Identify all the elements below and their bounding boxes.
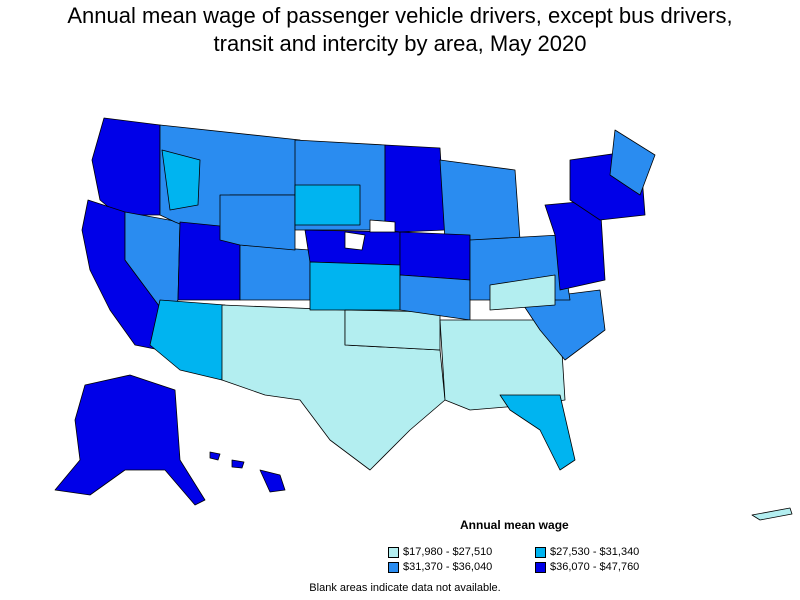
region-puerto-rico bbox=[751, 507, 793, 521]
region-appalachia bbox=[489, 274, 556, 311]
legend-label-3: $31,370 - $36,040 bbox=[403, 561, 493, 573]
legend-swatch-3 bbox=[388, 561, 399, 573]
region-hawaii-island-2 bbox=[231, 459, 245, 469]
legend-title: Annual mean wage bbox=[460, 518, 569, 532]
region-no-data-2 bbox=[344, 231, 366, 251]
region-wyoming bbox=[219, 194, 296, 251]
legend-item-4: $36,070 - $47,760 bbox=[535, 561, 639, 573]
legend-swatch-1 bbox=[388, 546, 399, 558]
region-maine bbox=[609, 129, 656, 196]
title-line-2: transit and intercity by area, May 2020 bbox=[213, 31, 587, 56]
region-florida bbox=[499, 394, 576, 471]
legend-swatch-4 bbox=[535, 561, 546, 573]
footnote: Blank areas indicate data not available. bbox=[309, 582, 501, 594]
legend-label-4: $36,070 - $47,760 bbox=[550, 561, 640, 573]
region-alaska bbox=[54, 374, 206, 506]
legend-swatch-2 bbox=[535, 546, 546, 558]
region-wisconsin-michigan bbox=[439, 159, 521, 241]
region-hawaii-island-3 bbox=[209, 451, 221, 461]
region-iowa-illinois bbox=[399, 231, 471, 281]
title-line-1: Annual mean wage of passenger vehicle dr… bbox=[67, 3, 733, 28]
region-kansas bbox=[309, 261, 401, 311]
region-minnesota bbox=[384, 144, 446, 233]
legend-item-2: $27,530 - $31,340 bbox=[535, 546, 639, 558]
region-georgia-carolinas bbox=[519, 289, 606, 361]
legend-item-3: $31,370 - $36,040 bbox=[388, 561, 492, 573]
region-arizona bbox=[149, 299, 226, 381]
region-oklahoma bbox=[344, 309, 441, 351]
region-colorado bbox=[239, 244, 311, 301]
legend-label-1: $17,980 - $27,510 bbox=[403, 546, 493, 558]
region-no-data-1 bbox=[369, 219, 396, 233]
region-idaho-light bbox=[161, 149, 201, 211]
legend-label-2: $27,530 - $31,340 bbox=[550, 546, 640, 558]
legend-item-1: $17,980 - $27,510 bbox=[388, 546, 492, 558]
region-pacific-northwest bbox=[91, 117, 161, 216]
region-north-dakota-light bbox=[294, 184, 361, 226]
region-hawaii bbox=[259, 469, 286, 493]
map-title: Annual mean wage of passenger vehicle dr… bbox=[0, 2, 800, 58]
